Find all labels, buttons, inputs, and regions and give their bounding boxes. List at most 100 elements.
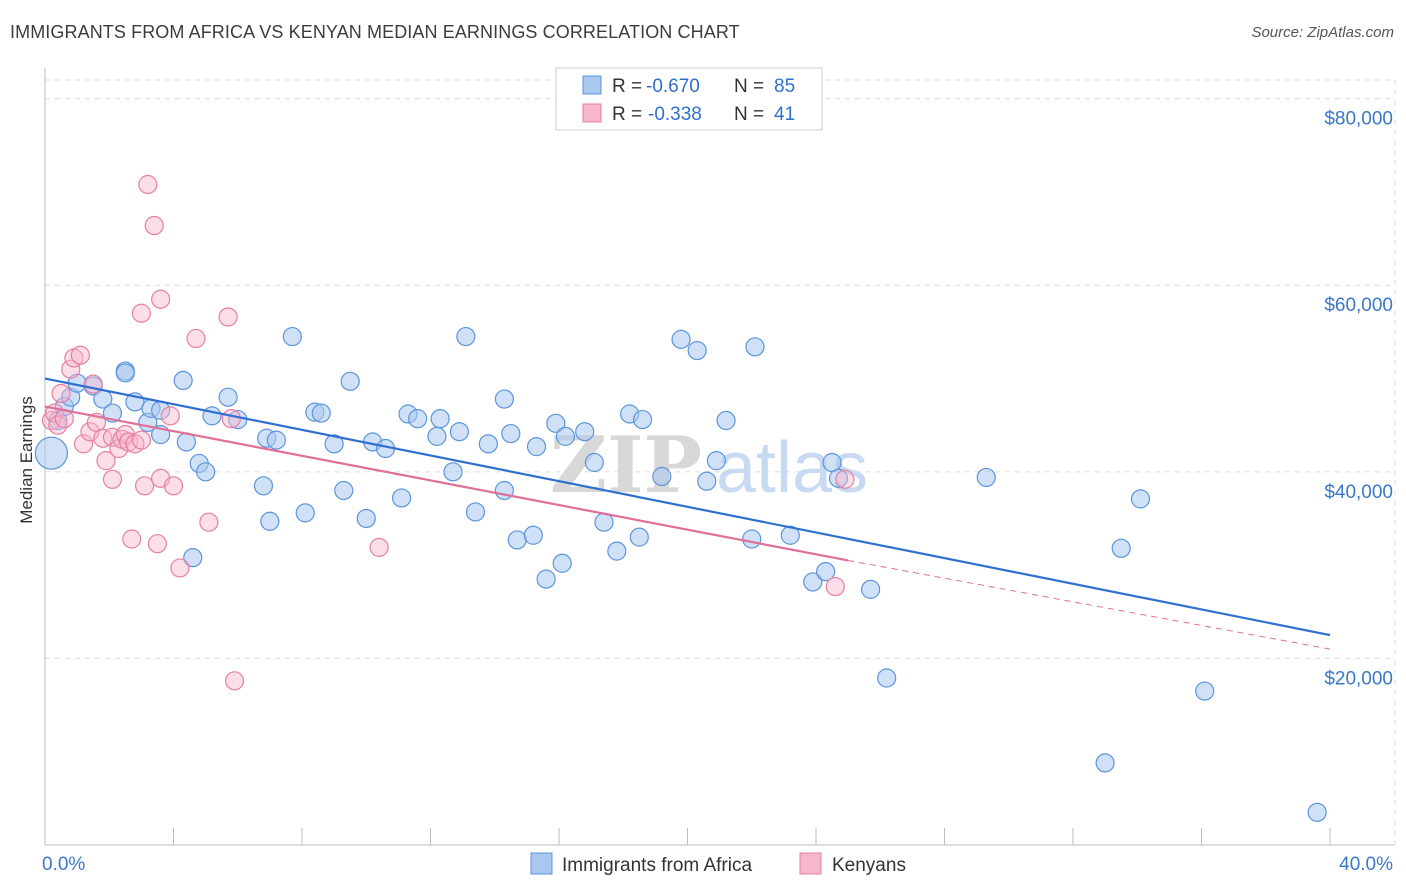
point-kenyans [224,671,245,691]
point-immigrants-from-africa [1095,753,1115,773]
watermark: ZIP atlas [550,420,868,511]
point-immigrants-from-africa [478,434,498,454]
bottom-legend-swatch-blue [530,852,553,875]
legend-n-value-blue: 85 [774,76,795,97]
point-immigrants-from-africa [449,422,470,442]
point-kenyans [151,289,171,309]
y-tick-label: $20,000 [1324,668,1393,689]
point-immigrants-from-africa [391,488,412,508]
point-immigrants-from-africa [976,467,996,488]
point-immigrants-from-africa [173,370,193,391]
point-kenyans [163,476,184,496]
point-kenyans [134,476,155,496]
legend-n-label-pink: N = [734,104,764,125]
point-immigrants-from-africa [465,502,486,522]
point-immigrants-from-africa [803,572,823,592]
point-immigrants-from-africa [266,430,286,450]
point-immigrants-from-africa [196,462,216,482]
point-immigrants-from-africa [877,668,897,688]
point-immigrants-from-africa [253,476,274,496]
point-immigrants-from-africa [629,527,649,547]
point-kenyans [170,558,190,578]
point-immigrants-from-africa [555,426,576,446]
watermark-atlas: atlas [716,428,868,508]
correlation-legend: R = -0.670 N = 85 R = -0.338 N = 41 [555,67,823,131]
bottom-legend-label-pink: Kenyans [832,855,906,876]
point-immigrants-from-africa [607,541,627,561]
point-immigrants-from-africa [34,436,69,470]
point-immigrants-from-africa [816,562,836,582]
legend-n-value-pink: 41 [774,104,795,125]
point-immigrants-from-africa [311,403,331,423]
point-kenyans [369,537,389,557]
point-kenyans [73,434,94,454]
point-kenyans [93,428,113,448]
point-immigrants-from-africa [828,468,849,488]
point-immigrants-from-africa [218,387,238,407]
chart-title: IMMIGRANTS FROM AFRICA VS KENYAN MEDIAN … [10,22,740,42]
point-kenyans [131,303,151,323]
point-kenyans [221,409,241,429]
point-immigrants-from-africa [671,329,691,349]
point-immigrants-from-africa [408,409,428,429]
legend-r-label-pink: R = [612,104,642,125]
point-immigrants-from-africa [282,326,302,347]
point-immigrants-from-africa [716,410,736,431]
point-kenyans [102,469,123,489]
point-kenyans [122,529,142,549]
point-immigrants-from-africa [356,508,376,529]
y-tick-label: $60,000 [1324,295,1393,316]
point-immigrants-from-africa [742,529,762,549]
point-immigrants-from-africa [456,326,476,347]
point-kenyans [61,359,81,379]
legend-r-value-pink: -0.338 [648,104,702,125]
legend-r-value-blue: -0.670 [646,76,700,97]
point-kenyans [199,512,219,532]
bottom-legend-label-blue: Immigrants from Africa [562,855,752,876]
point-kenyans [144,215,164,236]
series-legend: Immigrants from Africa Kenyans [530,852,906,876]
y-tick-label: $80,000 [1324,109,1393,130]
point-immigrants-from-africa [687,340,707,361]
source-credit: Source: ZipAtlas.com [1251,24,1394,41]
x-tick-label-start: 0.0% [42,854,85,875]
point-immigrants-from-africa [652,466,672,487]
point-immigrants-from-africa [632,409,653,430]
point-immigrants-from-africa [523,525,543,545]
point-immigrants-from-africa [536,569,556,589]
series-kenyans [41,174,855,691]
bottom-legend-swatch-pink [799,852,822,875]
point-immigrants-from-africa [295,503,315,523]
point-kenyans [825,576,845,597]
legend-r-label-blue: R = [612,76,642,97]
point-immigrants-from-africa [745,337,765,357]
point-immigrants-from-africa [546,413,566,433]
point-immigrants-from-africa [584,452,604,473]
point-kenyans [70,345,90,365]
point-immigrants-from-africa [340,371,360,391]
y-tick-labels: $20,000 $40,000 $60,000 $80,000 [1324,109,1393,690]
point-kenyans [131,430,151,450]
x-tick-labels: 0.0% 40.0% [42,854,1393,875]
point-immigrants-from-africa [1195,681,1215,701]
watermark-zip: ZIP [550,420,702,511]
point-kenyans [147,534,168,554]
point-immigrants-from-africa [1111,538,1131,558]
point-immigrants-from-africa [501,423,521,444]
legend-swatch-pink [582,103,602,123]
point-immigrants-from-africa [115,363,135,383]
y-axis-label: Median Earnings [17,396,36,524]
point-immigrants-from-africa [861,579,881,599]
x-tick-label-end: 40.0% [1339,854,1393,875]
point-immigrants-from-africa [430,409,450,429]
trend-line-kenyans-extension [848,559,1331,650]
point-kenyans [51,383,71,404]
trend-line-immigrants-from-africa [44,377,1331,637]
point-immigrants-from-africa [526,437,547,457]
point-kenyans [138,174,158,195]
point-immigrants-from-africa [507,530,527,550]
point-immigrants-from-africa [552,553,572,573]
point-kenyans [218,307,238,327]
point-immigrants-from-africa [1130,489,1151,509]
